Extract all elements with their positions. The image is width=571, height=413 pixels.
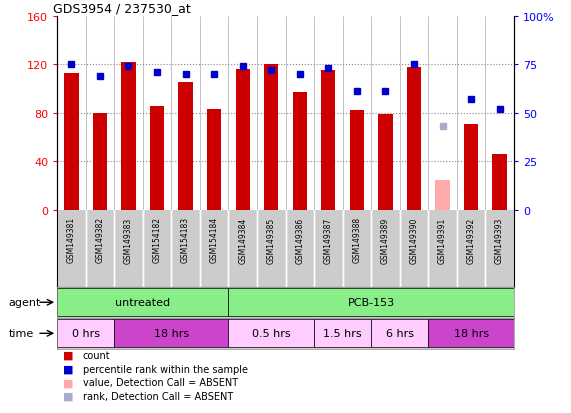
Text: GSM149386: GSM149386 xyxy=(295,217,304,263)
Bar xyxy=(228,289,514,316)
Text: GSM149390: GSM149390 xyxy=(409,217,419,263)
Text: PCB-153: PCB-153 xyxy=(348,297,395,308)
Text: time: time xyxy=(9,328,34,339)
Text: GSM149382: GSM149382 xyxy=(95,217,104,263)
Bar xyxy=(464,124,478,211)
Text: 0 hrs: 0 hrs xyxy=(71,328,100,339)
Bar xyxy=(57,289,228,316)
Text: rank, Detection Call = ABSENT: rank, Detection Call = ABSENT xyxy=(83,391,233,401)
Text: GSM149388: GSM149388 xyxy=(352,217,361,263)
Bar xyxy=(114,320,228,347)
Text: GSM149392: GSM149392 xyxy=(467,217,476,263)
Bar xyxy=(121,63,135,211)
Text: GSM154182: GSM154182 xyxy=(152,217,162,263)
Bar xyxy=(349,111,364,211)
Bar xyxy=(428,320,514,347)
Bar xyxy=(492,155,506,211)
Text: 18 hrs: 18 hrs xyxy=(453,328,489,339)
Bar xyxy=(93,114,107,211)
Text: ■: ■ xyxy=(63,377,73,387)
Text: GSM149383: GSM149383 xyxy=(124,217,133,263)
Text: count: count xyxy=(83,350,110,360)
Bar xyxy=(178,83,193,211)
Text: GSM149387: GSM149387 xyxy=(324,217,333,263)
Bar xyxy=(435,180,450,211)
Bar xyxy=(378,115,392,211)
Text: GSM149384: GSM149384 xyxy=(238,217,247,263)
Text: GSM149381: GSM149381 xyxy=(67,217,76,263)
Text: 1.5 hrs: 1.5 hrs xyxy=(323,328,362,339)
Text: GSM149393: GSM149393 xyxy=(495,217,504,263)
Text: ■: ■ xyxy=(63,364,73,374)
Text: GSM154183: GSM154183 xyxy=(181,217,190,263)
Bar xyxy=(371,320,428,347)
Text: GDS3954 / 237530_at: GDS3954 / 237530_at xyxy=(53,2,190,15)
Bar xyxy=(150,106,164,211)
Text: percentile rank within the sample: percentile rank within the sample xyxy=(83,364,248,374)
Bar xyxy=(228,320,314,347)
Bar xyxy=(207,110,221,211)
Bar xyxy=(407,67,421,211)
Bar xyxy=(314,320,371,347)
Bar xyxy=(321,71,335,211)
Text: 6 hrs: 6 hrs xyxy=(385,328,414,339)
Text: ■: ■ xyxy=(63,391,73,401)
Text: GSM149389: GSM149389 xyxy=(381,217,390,263)
Text: 0.5 hrs: 0.5 hrs xyxy=(252,328,291,339)
Text: untreated: untreated xyxy=(115,297,170,308)
Text: 18 hrs: 18 hrs xyxy=(154,328,189,339)
Bar xyxy=(264,65,278,211)
Bar xyxy=(57,320,114,347)
Text: GSM149391: GSM149391 xyxy=(438,217,447,263)
Bar xyxy=(235,70,250,211)
Bar xyxy=(64,74,78,211)
Bar xyxy=(292,93,307,211)
Text: ■: ■ xyxy=(63,350,73,360)
Text: GSM149385: GSM149385 xyxy=(267,217,276,263)
Text: agent: agent xyxy=(9,297,41,308)
Text: GSM154184: GSM154184 xyxy=(210,217,219,263)
Text: value, Detection Call = ABSENT: value, Detection Call = ABSENT xyxy=(83,377,238,387)
